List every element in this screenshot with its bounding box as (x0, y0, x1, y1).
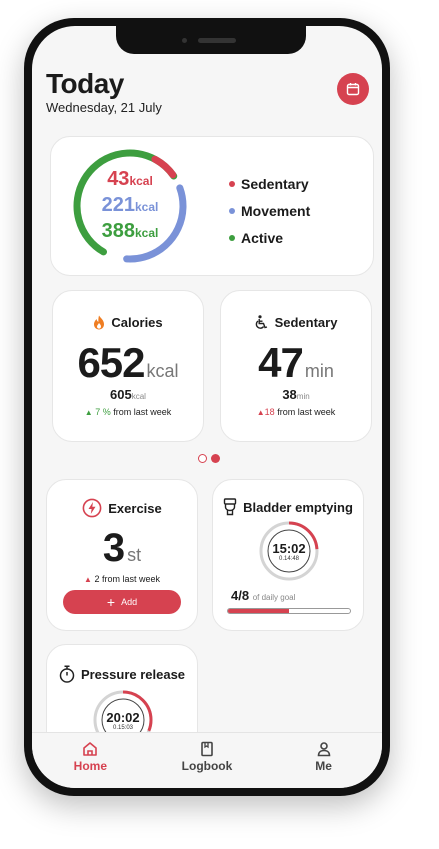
carousel-pager (196, 454, 222, 463)
bladder-progress-bar (227, 608, 351, 614)
activity-ring: 43kcal 221kcal 388kcal (71, 147, 189, 265)
tab-me[interactable]: Me (284, 741, 364, 788)
calendar-button[interactable] (337, 73, 369, 105)
ring-values: 43kcal 221kcal 388kcal (71, 147, 189, 265)
activity-ring-graphic (73, 149, 187, 263)
sedentary-previous: 38min (282, 387, 310, 402)
pressure-timer-sub: 0.15:03 (112, 724, 134, 731)
wheelchair-icon (255, 315, 267, 329)
ring-legend: Sedentary Movement Active (229, 170, 310, 251)
bladder-header: Bladder emptying (213, 498, 363, 516)
calories-previous: 605kcal (110, 387, 146, 402)
lightning-icon (82, 498, 102, 518)
page-date: Wednesday, 21 July (46, 100, 162, 115)
calories-value: 652 kcal (77, 339, 179, 386)
home-icon (83, 742, 98, 756)
bottom-tab-bar: Home Logbook Me (32, 732, 382, 788)
sedentary-trend: ▲18 from last week (256, 407, 336, 417)
bladder-card[interactable]: Bladder emptying 15:02 0.14:48 4/8 of da… (212, 479, 364, 631)
exercise-header: Exercise (47, 498, 197, 518)
toilet-icon (223, 498, 237, 516)
sedentary-header: Sedentary (221, 315, 371, 330)
pager-dot-2[interactable] (211, 454, 220, 463)
book-icon (201, 741, 213, 757)
page-title: Today (46, 68, 124, 99)
legend-movement: Movement (229, 197, 310, 224)
user-icon (317, 742, 330, 757)
tab-home[interactable]: Home (50, 741, 130, 788)
pressure-timer-main: 20:02 (106, 709, 140, 725)
calories-card[interactable]: Calories 652 kcal 605kcal ▲ 7 % from last… (52, 290, 204, 442)
active-kcal: 388kcal (101, 220, 159, 242)
calendar-icon (346, 83, 360, 96)
ring-sedentary-segment (73, 149, 187, 263)
ring-movement-segment (73, 149, 187, 263)
sedentary-kcal: 43kcal (107, 168, 153, 190)
sedentary-value: 47 min (258, 339, 334, 386)
legend-sedentary: Sedentary (229, 170, 310, 197)
tab-logbook[interactable]: Logbook (167, 741, 247, 788)
bladder-timer-main: 15:02 (272, 540, 306, 556)
speaker (198, 38, 236, 43)
camera (182, 38, 187, 43)
pager-dot-1[interactable] (198, 454, 207, 463)
bladder-timer: 15:02 0.14:48 (258, 520, 320, 582)
app-screen: Today Wednesday, 21 July 43kcal 221kca (32, 26, 382, 788)
notch (116, 26, 306, 54)
movement-kcal: 221kcal (101, 194, 159, 216)
flame-icon (94, 315, 105, 330)
activity-summary-card[interactable]: 43kcal 221kcal 388kcal Sedentary Movemen… (50, 136, 374, 276)
stopwatch-icon (59, 665, 75, 683)
pressure-header: Pressure release (47, 665, 197, 683)
exercise-trend: ▲ 2 from last week (84, 574, 160, 584)
bladder-timer-sub: 0.14:48 (278, 555, 300, 562)
calories-header: Calories (53, 315, 203, 330)
legend-active: Active (229, 224, 310, 251)
sedentary-card[interactable]: Sedentary 47 min 38min ▲18 from last week (220, 290, 372, 442)
bladder-goal: 4/8 of daily goal (231, 588, 296, 603)
add-exercise-button[interactable]: + Add (63, 590, 181, 614)
calories-trend: ▲ 7 % from last week (84, 407, 172, 417)
phone-frame: Today Wednesday, 21 July 43kcal 221kca (24, 18, 390, 796)
